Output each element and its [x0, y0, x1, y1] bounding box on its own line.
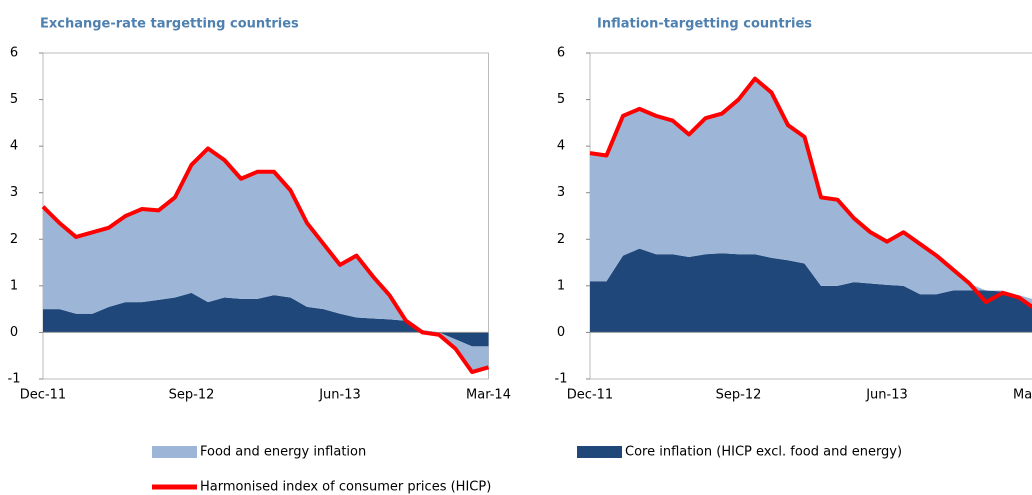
y-tick-label: 5	[10, 92, 18, 107]
area	[590, 78, 1032, 307]
x-tick-label: Sep-12	[716, 388, 762, 403]
x-tick-label: Dec-11	[567, 388, 613, 403]
y-tick-label: -1	[8, 372, 21, 387]
y-tick-label: 3	[557, 185, 565, 200]
y-tick-label: 1	[10, 278, 18, 293]
y-tick-label: 0	[557, 325, 565, 340]
y-tick-label: 6	[10, 46, 18, 61]
y-tick-label: 0	[10, 325, 18, 340]
chart-title: Inflation-targetting countries	[597, 17, 812, 32]
y-tick-label: -1	[555, 372, 568, 387]
x-tick-label: Jun-13	[865, 388, 908, 403]
y-tick-label: 1	[557, 278, 565, 293]
area	[590, 248, 1032, 333]
y-tick-label: 2	[10, 232, 18, 247]
x-tick-label: Mar-14	[1013, 388, 1032, 403]
y-tick-label: 4	[10, 139, 18, 154]
y-tick-label: 2	[557, 232, 565, 247]
area	[43, 292, 489, 347]
chart-title: Exchange-rate targetting countries	[40, 17, 299, 32]
line	[41, 146, 490, 375]
y-tick-label: 6	[557, 46, 565, 61]
area	[43, 148, 489, 373]
y-tick-label: 5	[557, 92, 565, 107]
y-tick-label: 3	[10, 185, 18, 200]
x-tick-label: Sep-12	[169, 388, 215, 403]
line	[589, 76, 1032, 310]
x-tick-label: Jun-13	[318, 388, 361, 403]
legend-label: Harmonised index of consumer prices (HIC…	[200, 480, 491, 495]
legend-label: Food and energy inflation	[200, 445, 366, 460]
x-tick-label: Dec-11	[20, 388, 66, 403]
legend-swatch	[577, 446, 622, 458]
legend-swatch	[152, 446, 197, 458]
y-tick-label: 4	[557, 139, 565, 154]
x-tick-label: Mar-14	[466, 388, 511, 403]
legend-label: Core inflation (HICP excl. food and ener…	[625, 445, 902, 460]
